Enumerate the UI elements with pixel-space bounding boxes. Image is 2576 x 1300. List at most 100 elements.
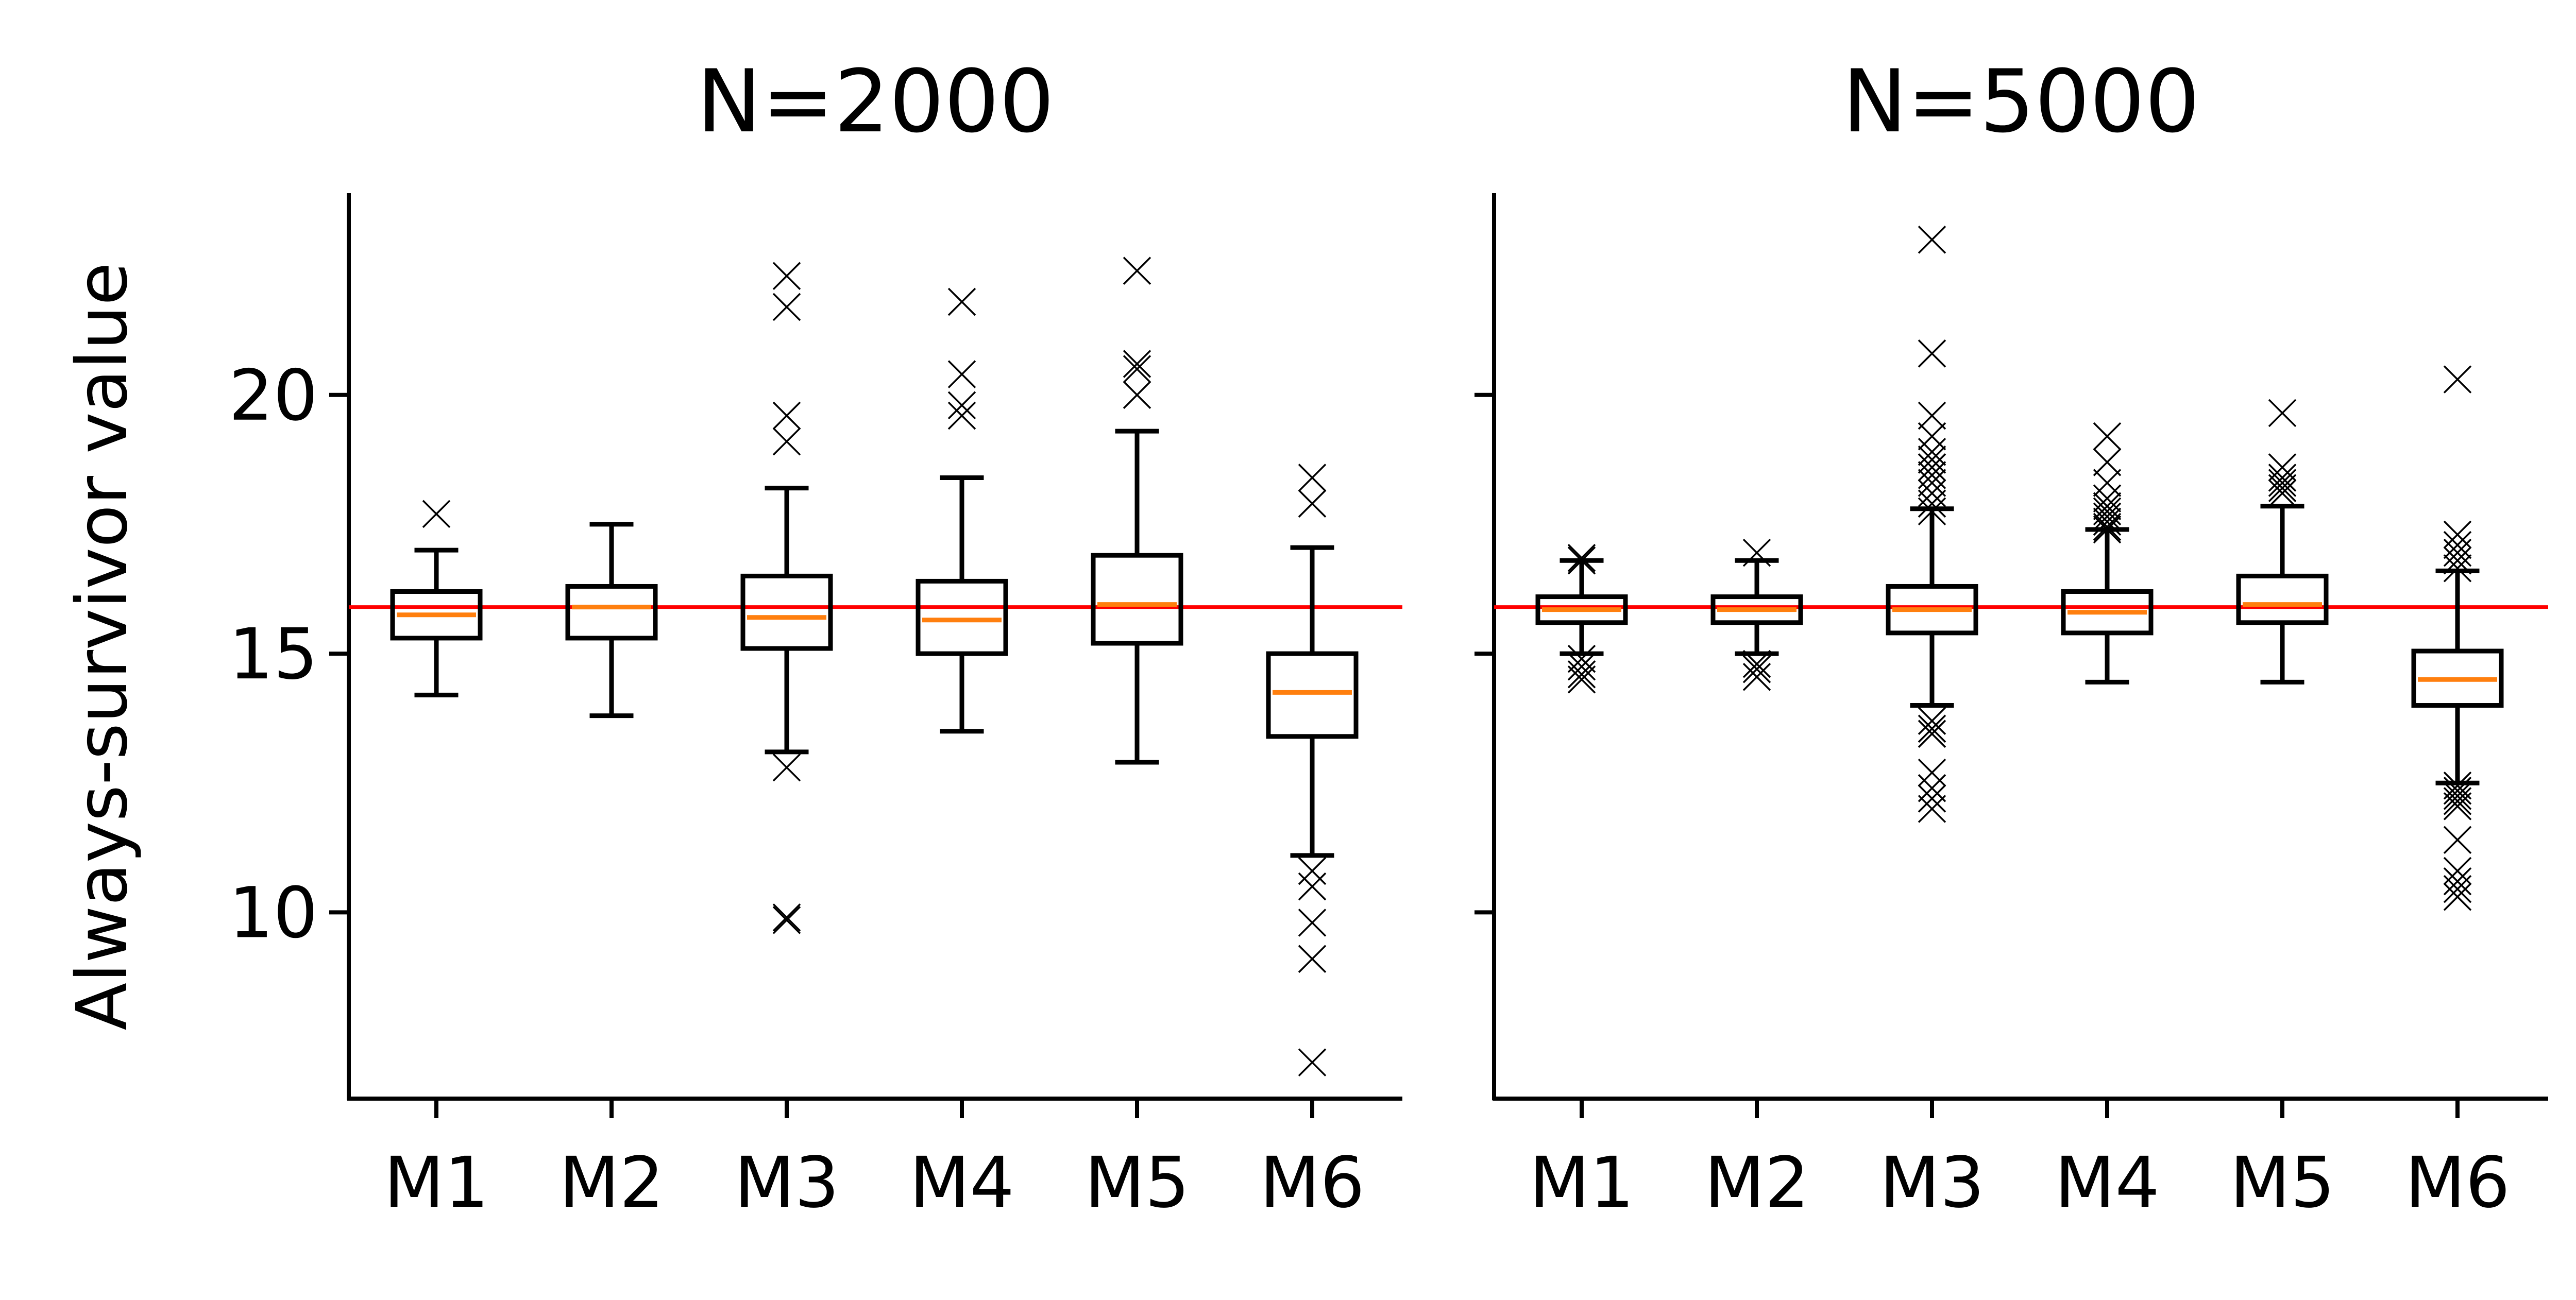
box-m6: M6 <box>1260 464 1365 1224</box>
box-m3: M3 <box>734 262 839 1224</box>
outlier-marker <box>422 500 451 528</box>
x-tick-label: M3 <box>734 1142 839 1224</box>
outlier-marker <box>2443 554 2472 583</box>
outlier-marker <box>1298 464 1327 492</box>
outlier-marker <box>1918 774 1946 802</box>
y-axis-label: Always-survivor value <box>62 262 143 1030</box>
outlier-marker <box>2093 502 2122 531</box>
outlier-marker <box>1918 795 1946 823</box>
outlier-marker <box>1918 339 1946 368</box>
box-m1: M1 <box>384 500 489 1224</box>
outlier-marker <box>1742 649 1771 678</box>
outlier-marker <box>772 401 801 430</box>
outlier-marker <box>2443 777 2472 805</box>
outlier-marker <box>1918 422 1946 451</box>
outlier-marker <box>2093 422 2122 451</box>
x-tick-label: M4 <box>909 1142 1014 1224</box>
iqr-box <box>1710 594 1803 625</box>
outlier-marker <box>1918 784 1946 813</box>
box-m4: M4 <box>2055 422 2160 1224</box>
outlier-marker <box>2268 399 2297 427</box>
outlier-marker <box>1918 758 1946 787</box>
outlier-marker <box>1567 543 1596 572</box>
x-tick-label: M6 <box>1260 1142 1365 1224</box>
outlier-marker <box>1123 256 1151 285</box>
iqr-box <box>2061 589 2154 636</box>
outlier-marker <box>2093 515 2122 544</box>
outlier-marker <box>1918 438 1946 466</box>
outlier-marker <box>1298 909 1327 937</box>
x-tick-label: M2 <box>559 1142 664 1224</box>
outlier-marker <box>2443 787 2472 815</box>
box-m1: M1 <box>1529 543 1634 1224</box>
x-tick-label: M5 <box>2230 1142 2335 1224</box>
outlier-marker <box>1567 644 1596 673</box>
outlier-marker <box>2093 507 2122 536</box>
outlier-marker <box>2268 464 2297 492</box>
iqr-box <box>565 584 658 641</box>
y-tick-label: 15 <box>229 614 318 695</box>
box-m5: M5 <box>2230 399 2335 1224</box>
x-tick-label: M3 <box>1879 1142 1985 1224</box>
iqr-box <box>2411 648 2504 708</box>
outlier-marker <box>1567 546 1596 575</box>
outlier-marker <box>772 262 801 290</box>
outlier-marker <box>2443 882 2472 911</box>
outlier-marker <box>1298 1048 1327 1076</box>
outlier-marker <box>1918 446 1946 474</box>
outlier-marker <box>1918 720 1946 748</box>
outlier-marker <box>2443 826 2472 854</box>
outlier-marker <box>2443 538 2472 567</box>
outlier-marker <box>1123 381 1151 409</box>
outlier-marker <box>2268 453 2297 482</box>
panel-title: N=2000 <box>697 51 1055 152</box>
outlier-marker <box>947 391 976 420</box>
outlier-marker <box>1742 655 1771 683</box>
outlier-marker <box>1918 714 1946 743</box>
box-m6: M6 <box>2405 365 2510 1224</box>
outlier-marker <box>1918 489 1946 518</box>
outlier-marker <box>1123 355 1151 383</box>
outlier-marker <box>1918 707 1946 735</box>
outlier-marker <box>1918 497 1946 526</box>
outlier-marker <box>947 360 976 388</box>
outlier-marker <box>2443 546 2472 575</box>
outlier-marker <box>772 753 801 782</box>
outlier-marker <box>1298 872 1327 901</box>
box-m2: M2 <box>1704 538 1809 1224</box>
outlier-marker <box>1567 652 1596 681</box>
outlier-marker <box>2268 474 2297 502</box>
box-m5: M5 <box>1084 256 1190 1224</box>
outlier-marker <box>1918 401 1946 430</box>
outlier-marker <box>2443 875 2472 903</box>
outlier-marker <box>772 903 801 932</box>
box-m3: M3 <box>1879 226 1985 1224</box>
iqr-box <box>1091 553 1183 646</box>
x-tick-label: M4 <box>2055 1142 2160 1224</box>
outlier-marker <box>1567 665 1596 694</box>
outlier-marker <box>947 401 976 430</box>
outlier-marker <box>772 906 801 934</box>
y-tick-label: 10 <box>229 873 318 954</box>
outlier-marker <box>2443 782 2472 810</box>
outlier-marker <box>1918 453 1946 482</box>
outlier-marker <box>1567 660 1596 689</box>
outlier-marker <box>2093 448 2122 476</box>
x-tick-label: M6 <box>2405 1142 2510 1224</box>
outlier-marker <box>947 287 976 316</box>
x-tick-label: M1 <box>384 1142 489 1224</box>
outlier-marker <box>772 293 801 321</box>
outlier-marker <box>1918 469 1946 497</box>
outlier-marker <box>2093 512 2122 541</box>
y-tick-label: 20 <box>229 355 318 437</box>
outlier-marker <box>1918 226 1946 254</box>
outlier-marker <box>1123 350 1151 378</box>
x-tick-label: M5 <box>1084 1142 1190 1224</box>
x-tick-label: M1 <box>1529 1142 1634 1224</box>
outlier-marker <box>2093 469 2122 497</box>
outlier-marker <box>2268 469 2297 497</box>
outlier-marker <box>2443 867 2472 896</box>
box-m2: M2 <box>559 522 664 1224</box>
